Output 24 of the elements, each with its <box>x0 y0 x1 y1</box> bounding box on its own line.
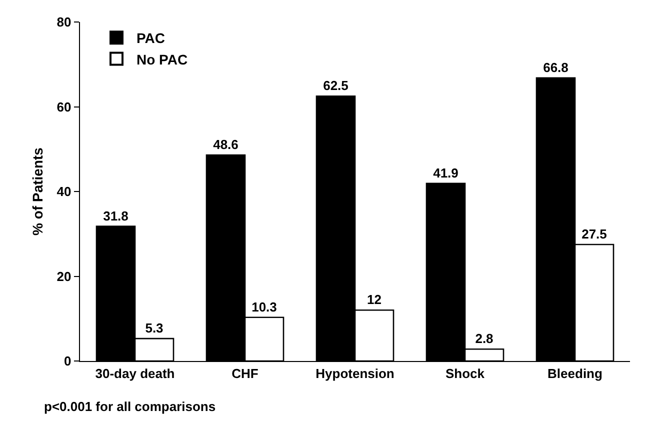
data-label: 2.8 <box>475 331 494 346</box>
y-tick-label: 80 <box>56 14 72 30</box>
data-label: 66.8 <box>543 60 568 75</box>
x-tick-label: CHF <box>232 366 258 381</box>
x-tick-label: Shock <box>445 366 486 381</box>
legend-label: No PAC <box>136 51 188 68</box>
legend-label: PAC <box>136 30 166 46</box>
y-axis-title: % of Patients <box>29 147 46 236</box>
y-tick-label: 60 <box>56 99 72 114</box>
y-tick-label: 0 <box>64 354 72 369</box>
text: p<0.001 for all comparisons <box>44 399 216 414</box>
data-label: 27.5 <box>582 226 607 242</box>
data-label: 62.5 <box>323 78 348 94</box>
x-tick-label: 30-day death <box>95 366 175 381</box>
x-tick-label: Bleeding <box>548 366 602 381</box>
data-label: 10.3 <box>252 299 277 314</box>
data-label: 12 <box>367 292 382 308</box>
data-label: 41.9 <box>433 165 458 180</box>
data-label: 31.8 <box>103 208 128 224</box>
data-label: 48.6 <box>213 137 238 152</box>
x-tick-label: Hypotension <box>316 366 394 381</box>
y-tick-label: 20 <box>56 268 72 284</box>
data-label: 5.3 <box>145 320 164 336</box>
y-tick-label: 40 <box>56 184 72 200</box>
